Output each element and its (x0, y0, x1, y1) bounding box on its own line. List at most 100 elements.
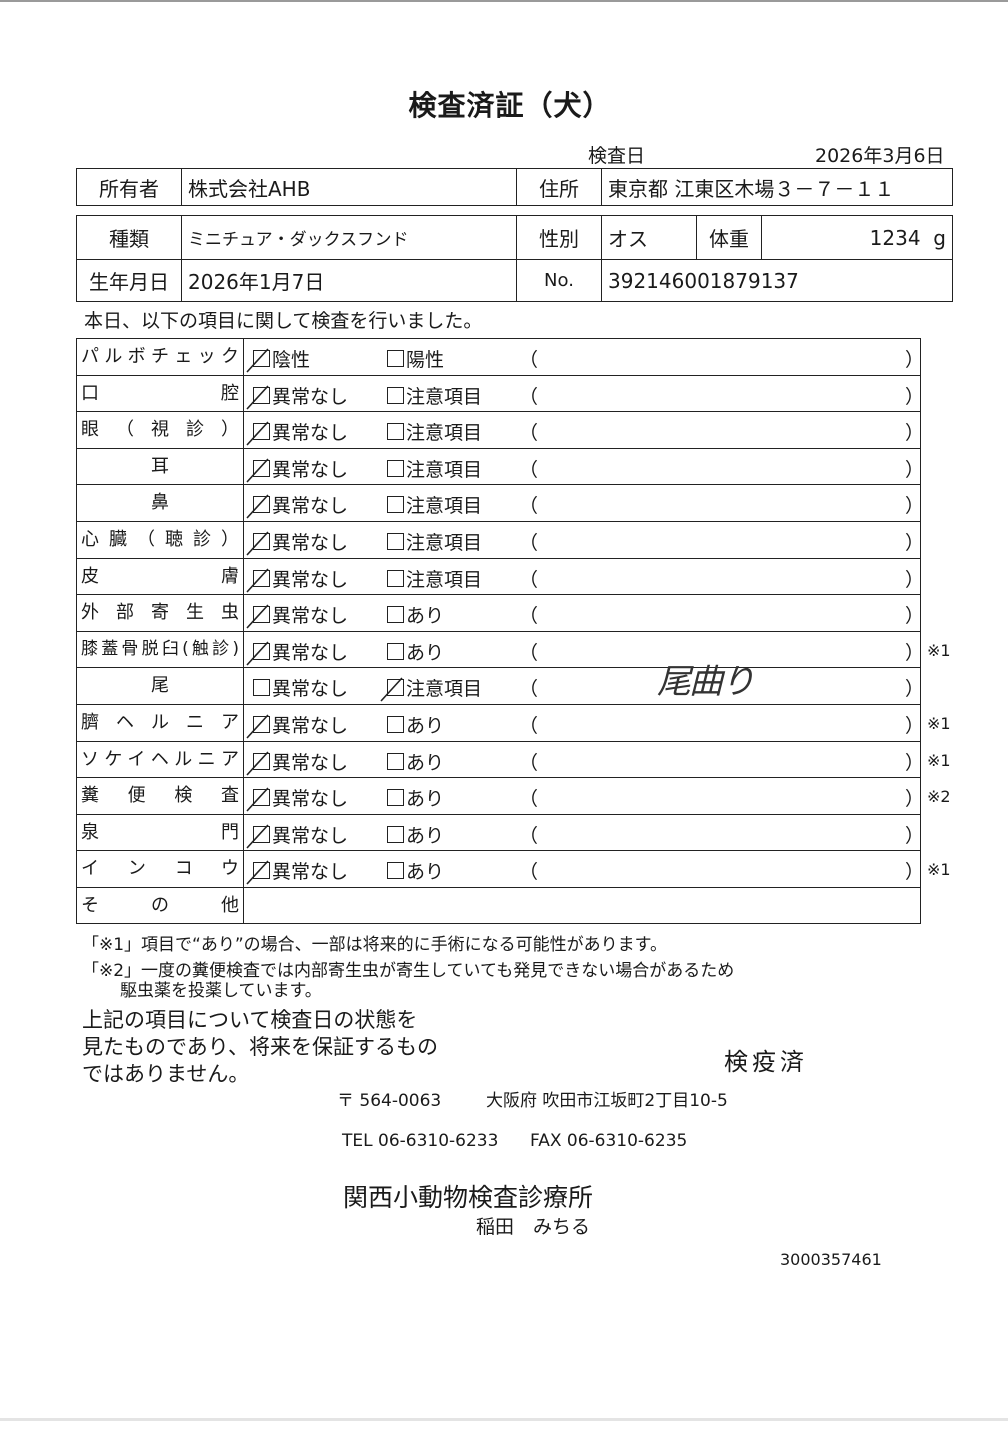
birthdate-label: 生年月日 (76, 259, 182, 302)
option-2-label: 注意項目 (406, 422, 483, 445)
checkbox-icon[interactable] (246, 458, 270, 483)
option-2-checkbox[interactable]: 注意項目 (387, 382, 482, 409)
footnote-mark: ※1 (927, 860, 951, 880)
option-1-checkbox[interactable]: 異常なし (253, 674, 348, 701)
option-1-label: 異常なし (272, 531, 349, 554)
checkbox-icon[interactable] (387, 825, 404, 843)
option-2-checkbox[interactable]: 注意項目 (387, 491, 482, 518)
option-1-checkbox[interactable]: 異常なし (246, 857, 349, 885)
remark-close-paren: ） (905, 861, 925, 884)
option-2-label: 注意項目 (406, 678, 483, 701)
option-2-label: 注意項目 (406, 495, 483, 518)
checklist-row: 臍ヘルニア 異常なし あり （ ） ※1 (76, 703, 951, 741)
remark-open-paren: （ (519, 714, 539, 737)
checkbox-icon[interactable] (246, 494, 270, 519)
checkbox-icon[interactable] (387, 789, 404, 807)
checkbox-icon[interactable] (246, 421, 270, 446)
option-1-checkbox[interactable]: 異常なし (246, 528, 349, 556)
option-2-checkbox[interactable]: 注意項目 (387, 455, 482, 482)
label-text: 尾 (151, 675, 169, 697)
checkmark-icon (246, 860, 269, 885)
checkmark-icon (246, 641, 269, 666)
checkbox-icon[interactable] (246, 641, 270, 666)
option-2-checkbox[interactable]: 陽性 (387, 345, 444, 372)
option-2-checkbox[interactable]: あり (387, 748, 444, 775)
checkbox-icon[interactable] (387, 569, 404, 587)
checkmark-icon (246, 348, 269, 373)
option-1-checkbox[interactable]: 異常なし (246, 418, 348, 446)
checkbox-icon[interactable] (253, 679, 270, 697)
option-2-checkbox[interactable]: あり (387, 601, 444, 628)
checkbox-icon[interactable] (387, 715, 404, 733)
checkbox-icon[interactable] (387, 606, 404, 624)
checkbox-icon[interactable] (387, 496, 404, 514)
option-2-checkbox[interactable]: あり (387, 857, 444, 884)
option-1-checkbox[interactable]: 異常なし (246, 711, 348, 739)
option-1-checkbox[interactable]: 異常なし (246, 601, 348, 629)
checkbox-icon[interactable] (380, 677, 404, 702)
checklist-row: 口腔 異常なし 注意項目 （ ） (76, 374, 924, 412)
option-2-checkbox[interactable]: あり (387, 821, 444, 848)
checkbox-icon[interactable] (246, 604, 270, 629)
disclaimer-line-2: 見たものであり、将来を保証するもの (82, 1035, 438, 1059)
option-2-checkbox[interactable]: あり (387, 638, 444, 665)
checkbox-icon[interactable] (387, 350, 404, 367)
option-1-checkbox[interactable]: 異常なし (246, 491, 348, 519)
option-2-checkbox[interactable]: 注意項目 (387, 565, 482, 592)
option-1-checkbox[interactable]: 陰性 (246, 345, 310, 373)
checkbox-icon[interactable] (246, 348, 270, 373)
option-1-checkbox[interactable]: 異常なし (246, 455, 348, 483)
checkbox-icon[interactable] (387, 752, 404, 770)
option-1-checkbox[interactable]: 異常なし (246, 638, 348, 666)
checkbox-icon[interactable] (387, 386, 404, 404)
remark-close-paren: ） (905, 605, 925, 628)
checkbox-icon[interactable] (387, 423, 404, 441)
address-label: 住所 (516, 168, 602, 206)
option-2-checkbox[interactable]: あり (387, 711, 444, 738)
checkbox-icon[interactable] (246, 714, 270, 739)
owner-table: 所有者 株式会社AHB 住所 東京都 江東区木場３－７－１１ (76, 168, 953, 206)
checkbox-icon[interactable] (246, 385, 270, 410)
checkbox-icon[interactable] (246, 787, 270, 812)
option-1-checkbox[interactable]: 異常なし (246, 748, 348, 776)
checklist-item-label: 尾 (77, 668, 244, 704)
weight-field: 1234 g (761, 215, 953, 260)
checklist-row: 耳 異常なし 注意項目 （ ） (76, 447, 924, 485)
footnote-2-cont: 駆虫薬を投薬しています。 (120, 981, 322, 1001)
clinic-postal: 〒 564-0063 (337, 1091, 442, 1111)
checkbox-icon[interactable] (387, 532, 404, 550)
remark-close-paren: ） (905, 751, 925, 774)
checkbox-icon[interactable] (246, 824, 270, 849)
checklist-item-label: 臍ヘルニア (77, 704, 244, 741)
scan-edge-bottom (0, 1418, 1008, 1421)
footnote-mark: ※1 (927, 640, 951, 660)
checkbox-icon[interactable] (246, 568, 270, 593)
option-2-checkbox[interactable]: 注意項目 (387, 418, 482, 445)
option-2-label: あり (406, 714, 445, 737)
option-1-checkbox[interactable]: 異常なし (246, 821, 348, 849)
checklist-item-label: 心臓（聴診） (77, 521, 244, 558)
checkbox-icon[interactable] (246, 750, 270, 776)
remark-open-paren: （ (519, 641, 539, 664)
option-2-checkbox[interactable]: 注意項目 (387, 528, 482, 555)
option-1-label: 異常なし (272, 568, 349, 591)
remark-open-paren: （ (519, 605, 539, 628)
checklist-row: その他 (76, 886, 921, 924)
checkbox-icon[interactable] (387, 459, 404, 477)
option-1-checkbox[interactable]: 異常なし (246, 565, 349, 593)
option-2-checkbox[interactable]: 注意項目 (380, 674, 483, 702)
option-1-checkbox[interactable]: 異常なし (246, 784, 348, 812)
exam-date-label: 検査日 (588, 145, 646, 167)
checklist-row: 鼻 異常なし 注意項目 （ ） (76, 484, 924, 521)
option-2-checkbox[interactable]: あり (387, 784, 444, 811)
checklist-row: インコウ 異常なし あり （ ） ※1 (76, 850, 951, 887)
checklist-row: 皮膚 異常なし 注意項目 （ ） (76, 557, 924, 595)
checkbox-icon[interactable] (387, 642, 404, 660)
checkbox-icon[interactable] (246, 860, 270, 885)
option-1-checkbox[interactable]: 異常なし (246, 382, 348, 410)
remark-close-paren: ） (905, 788, 925, 811)
checkbox-icon[interactable] (246, 531, 270, 556)
scan-edge-top (0, 0, 1008, 2)
checkbox-icon[interactable] (387, 862, 404, 880)
option-1-label: 異常なし (272, 861, 349, 884)
